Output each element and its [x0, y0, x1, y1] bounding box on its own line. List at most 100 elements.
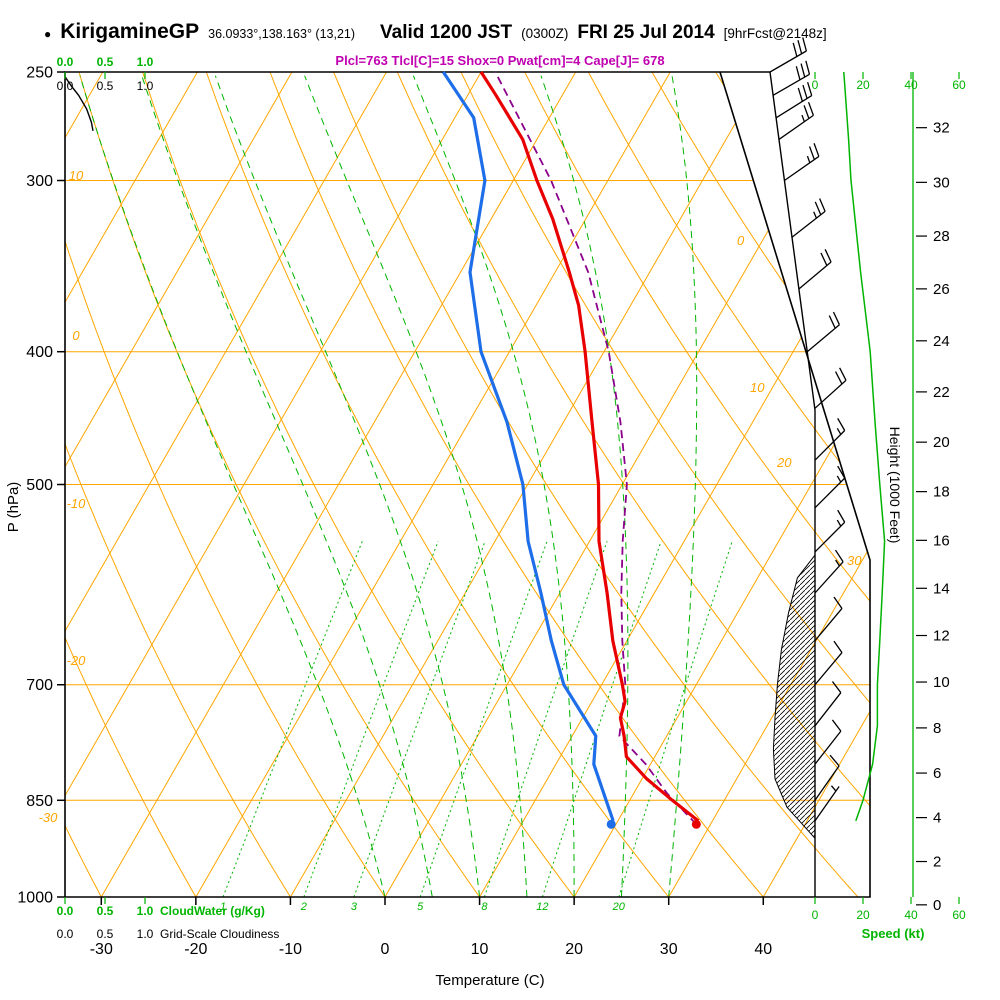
svg-text:10: 10 — [933, 674, 950, 691]
svg-text:0: 0 — [72, 328, 80, 343]
isobar-lines — [65, 180, 870, 801]
svg-text:0.0: 0.0 — [57, 79, 74, 93]
svg-text:10: 10 — [69, 168, 84, 183]
station-name: KirigamineGP — [60, 20, 200, 43]
svg-text:1.0: 1.0 — [137, 904, 154, 918]
svg-text:10: 10 — [471, 941, 489, 958]
svg-text:60: 60 — [952, 908, 966, 922]
svg-text:1000: 1000 — [17, 890, 53, 907]
svg-text:16: 16 — [933, 532, 950, 549]
svg-text:400: 400 — [26, 344, 53, 361]
wind-speed-curve — [843, 71, 886, 822]
svg-text:60: 60 — [952, 78, 966, 92]
svg-text:3: 3 — [351, 901, 358, 913]
svg-text:250: 250 — [26, 65, 53, 82]
svg-text:-20: -20 — [184, 941, 207, 958]
forecast-tag: [9hrFcst@2148z] — [723, 26, 827, 41]
parcel-curve — [494, 71, 697, 825]
svg-text:20: 20 — [933, 434, 950, 451]
cloudiness-hatch-region — [772, 553, 816, 840]
valid-date: FRI 25 Jul 2014 — [577, 22, 715, 43]
svg-text:8: 8 — [481, 901, 488, 913]
svg-text:2: 2 — [300, 901, 307, 913]
svg-text:30: 30 — [847, 553, 862, 568]
svg-text:32: 32 — [933, 120, 950, 137]
surface-temp-dot — [691, 819, 701, 829]
svg-text:20: 20 — [856, 78, 870, 92]
svg-text:30: 30 — [933, 174, 950, 191]
svg-text:CloudWater (g/Kg): CloudWater (g/Kg) — [160, 904, 265, 918]
svg-text:40: 40 — [904, 908, 918, 922]
svg-text:40: 40 — [904, 78, 918, 92]
moist-adiabat-lines — [79, 75, 698, 897]
svg-text:20: 20 — [776, 455, 792, 470]
wind-barbs — [769, 37, 847, 822]
svg-text:Grid-Scale Cloudiness: Grid-Scale Cloudiness — [160, 927, 279, 941]
svg-text:18: 18 — [933, 484, 950, 501]
svg-text:-30: -30 — [39, 810, 59, 825]
svg-text:0.5: 0.5 — [97, 55, 114, 69]
mixing-ratio-labels: 1 2 3 5 8 12 20 — [220, 901, 626, 913]
surface-dewpoint-dot — [606, 819, 616, 829]
svg-text:Speed (kt): Speed (kt) — [862, 926, 925, 941]
svg-text:300: 300 — [26, 173, 53, 190]
mixing-ratio-lines — [222, 541, 733, 897]
sounding-parameters: Plcl=763 Tlcl[C]=15 Shox=0 Pwat[cm]=4 Ca… — [335, 53, 665, 68]
title-bar: ● KirigamineGP 36.0933°,138.163° (13,21)… — [44, 20, 827, 44]
svg-text:5: 5 — [417, 901, 424, 913]
svg-text:-20: -20 — [67, 653, 87, 668]
svg-text:10: 10 — [750, 380, 765, 395]
svg-text:20: 20 — [612, 901, 626, 913]
svg-text:0: 0 — [933, 897, 941, 914]
svg-text:0.0: 0.0 — [57, 927, 74, 941]
pressure-axis: 250 300 400 500 700 850 1000 P (hPa) — [5, 65, 65, 907]
background-grid — [65, 72, 870, 897]
svg-text:2: 2 — [933, 854, 941, 871]
dewpoint-curve — [441, 71, 615, 822]
svg-text:30: 30 — [660, 941, 678, 958]
cloudwater-trace — [64, 76, 94, 132]
svg-text:P (hPa): P (hPa) — [5, 482, 22, 533]
svg-text:40: 40 — [754, 941, 772, 958]
svg-text:20: 20 — [856, 908, 870, 922]
svg-text:1.0: 1.0 — [137, 927, 154, 941]
svg-text:20: 20 — [565, 941, 583, 958]
svg-text:-30: -30 — [90, 941, 113, 958]
valid-zulu: (0300Z) — [521, 26, 569, 41]
svg-text:1: 1 — [220, 901, 226, 913]
valid-time: Valid 1200 JST — [380, 22, 513, 43]
svg-text:8: 8 — [933, 720, 941, 737]
svg-text:500: 500 — [26, 477, 53, 494]
temperature-curve — [479, 71, 700, 823]
cloud-scales: 0.0 0.0 0.0 0.0 0.5 0.5 0.5 0.5 1.0 1.0 1.0 1.0 Clou… — [57, 55, 280, 941]
station-bullet-icon: ● — [44, 27, 52, 41]
svg-text:-10: -10 — [279, 941, 302, 958]
svg-text:0.5: 0.5 — [97, 927, 114, 941]
svg-text:6: 6 — [933, 765, 941, 782]
svg-text:0: 0 — [812, 78, 819, 92]
svg-text:0: 0 — [737, 233, 745, 248]
svg-text:12: 12 — [536, 901, 548, 913]
svg-text:12: 12 — [933, 628, 950, 645]
svg-text:Temperature (C): Temperature (C) — [435, 972, 544, 989]
svg-text:26: 26 — [933, 281, 950, 298]
grid-line-labels: 10 0 -10 -20 -30 0 10 20 30 — [39, 168, 863, 825]
svg-text:22: 22 — [933, 384, 950, 401]
svg-text:700: 700 — [26, 677, 53, 694]
svg-text:0.0: 0.0 — [57, 904, 74, 918]
svg-text:14: 14 — [933, 580, 950, 597]
svg-text:24: 24 — [933, 333, 950, 350]
svg-text:0.5: 0.5 — [97, 904, 114, 918]
svg-text:850: 850 — [26, 793, 53, 810]
svg-text:-10: -10 — [67, 496, 87, 511]
svg-text:0: 0 — [381, 941, 390, 958]
temperature-axis: -30 -20 -10 0 10 20 30 40 Temperature (C) — [90, 897, 772, 989]
svg-text:4: 4 — [933, 810, 941, 827]
station-coords: 36.0933°,138.163° (13,21) — [208, 27, 356, 41]
svg-text:1.0: 1.0 — [137, 55, 154, 69]
svg-text:0: 0 — [812, 908, 819, 922]
svg-text:28: 28 — [933, 228, 950, 245]
